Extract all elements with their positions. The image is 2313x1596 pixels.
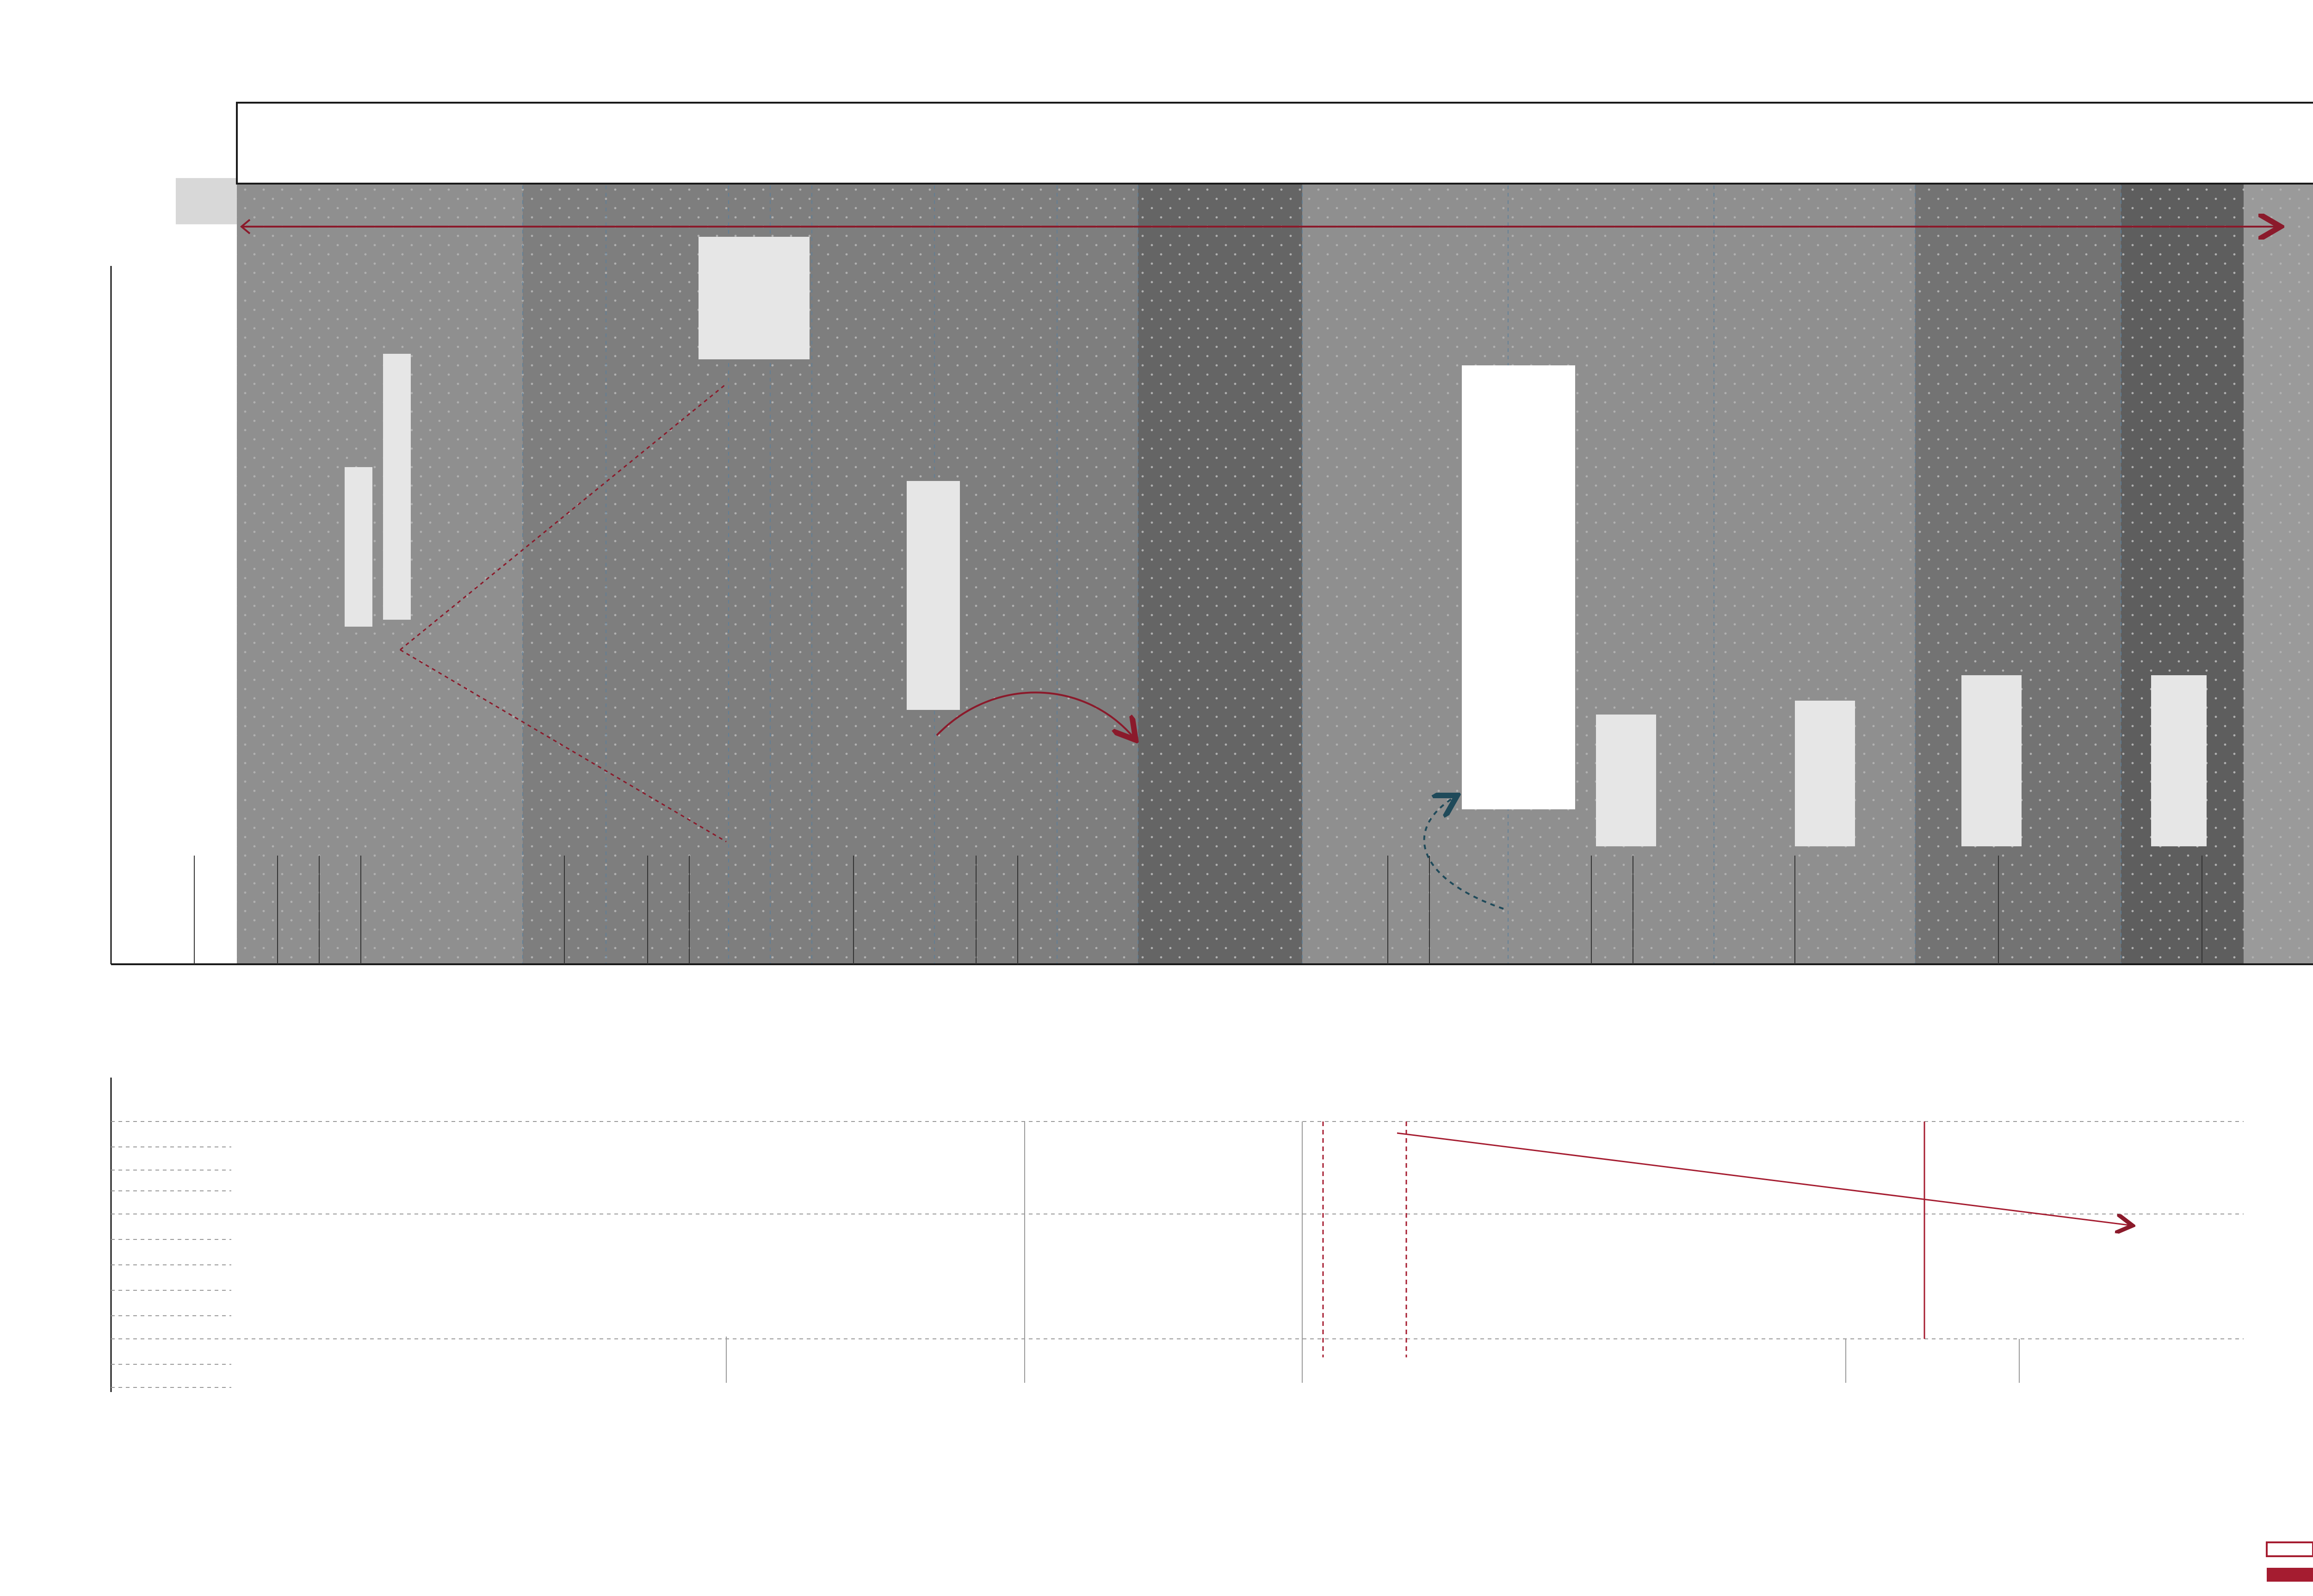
header-box [236, 102, 2313, 185]
callout-legitimate [345, 467, 372, 627]
callout-worldbank [699, 237, 810, 359]
city-span-arrow-left [240, 219, 251, 234]
callout-mhada-sector [1795, 701, 1855, 846]
program-leaders [726, 1122, 2020, 1383]
connector-to-worldbank [400, 383, 727, 651]
callout-sectors [1596, 715, 1656, 846]
legend-proposed-swatch [2266, 1541, 2313, 1557]
callout-railways [2151, 675, 2207, 846]
baseline-stubs [194, 856, 2202, 964]
bottom-grid [111, 1121, 2244, 1388]
callout-costs [1462, 365, 1575, 809]
callout-mhada [383, 354, 411, 620]
legend [2266, 1541, 2313, 1582]
callout-shivsena [907, 481, 960, 710]
legend-developed-swatch [2267, 1568, 2313, 1582]
header-strip-bg [176, 178, 237, 224]
srs-drop-lines [1322, 1122, 1925, 1357]
callout-invite [1961, 675, 2022, 846]
annotation-arrow [1397, 1132, 2133, 1226]
arrow-shivsena [936, 691, 1136, 740]
